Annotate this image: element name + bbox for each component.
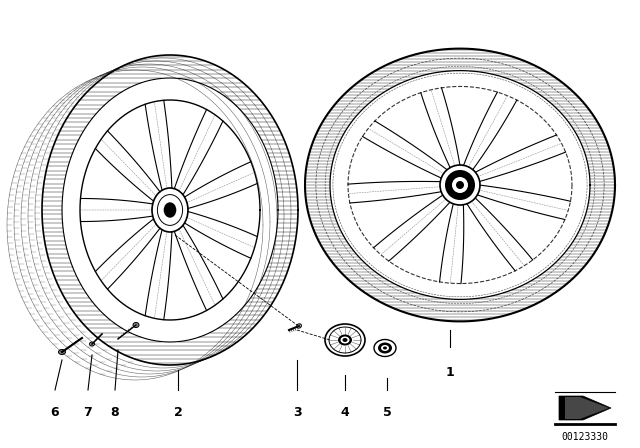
Text: 7: 7: [84, 406, 92, 419]
Ellipse shape: [133, 323, 139, 327]
Text: 1: 1: [445, 366, 454, 379]
Polygon shape: [559, 396, 611, 420]
Ellipse shape: [342, 338, 348, 342]
Text: 2: 2: [173, 406, 182, 419]
Ellipse shape: [452, 177, 468, 193]
Text: 4: 4: [340, 406, 349, 419]
Ellipse shape: [164, 202, 176, 218]
Text: 8: 8: [111, 406, 119, 419]
Text: 00123330: 00123330: [561, 432, 609, 442]
Ellipse shape: [338, 335, 352, 345]
Ellipse shape: [456, 181, 464, 189]
Ellipse shape: [58, 349, 65, 354]
Text: 5: 5: [383, 406, 392, 419]
Text: 6: 6: [51, 406, 60, 419]
Ellipse shape: [340, 336, 349, 344]
Ellipse shape: [383, 346, 387, 349]
Text: 3: 3: [292, 406, 301, 419]
Ellipse shape: [445, 170, 475, 200]
Polygon shape: [565, 397, 609, 419]
Ellipse shape: [381, 345, 389, 351]
Ellipse shape: [90, 342, 95, 346]
Ellipse shape: [378, 343, 392, 353]
